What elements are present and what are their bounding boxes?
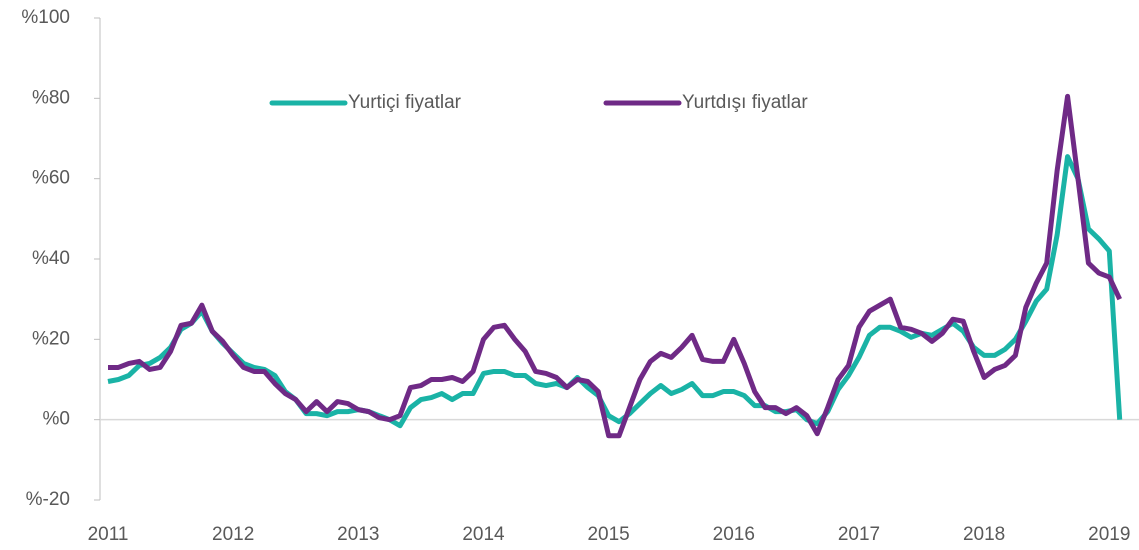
y-tick-label: %60 [32,168,70,189]
x-tick-label: 2011 [88,524,129,545]
y-tick-label: %80 [32,87,70,108]
x-tick-label: 2017 [838,524,880,545]
x-tick-label: 2013 [337,524,379,545]
y-tick-label: %20 [32,328,70,349]
series-line [108,93,1122,439]
legend-label: Yurtdışı fiyatlar [682,92,808,113]
y-tick-label: %40 [32,248,70,269]
x-tick-label: 2018 [963,524,1005,545]
x-tick-label: 2012 [212,524,254,545]
x-tick-label: 2015 [587,524,629,545]
y-tick-label: %0 [43,409,70,430]
x-tick-label: 2019 [1088,524,1130,545]
series-line [107,154,1123,429]
y-tick-label: %-20 [26,489,70,510]
x-tick-label: 2014 [462,524,505,545]
y-tick-label: %100 [21,7,70,28]
x-tick-label: 2016 [713,524,755,545]
legend-label: Yurtiçi fiyatlar [348,92,462,113]
